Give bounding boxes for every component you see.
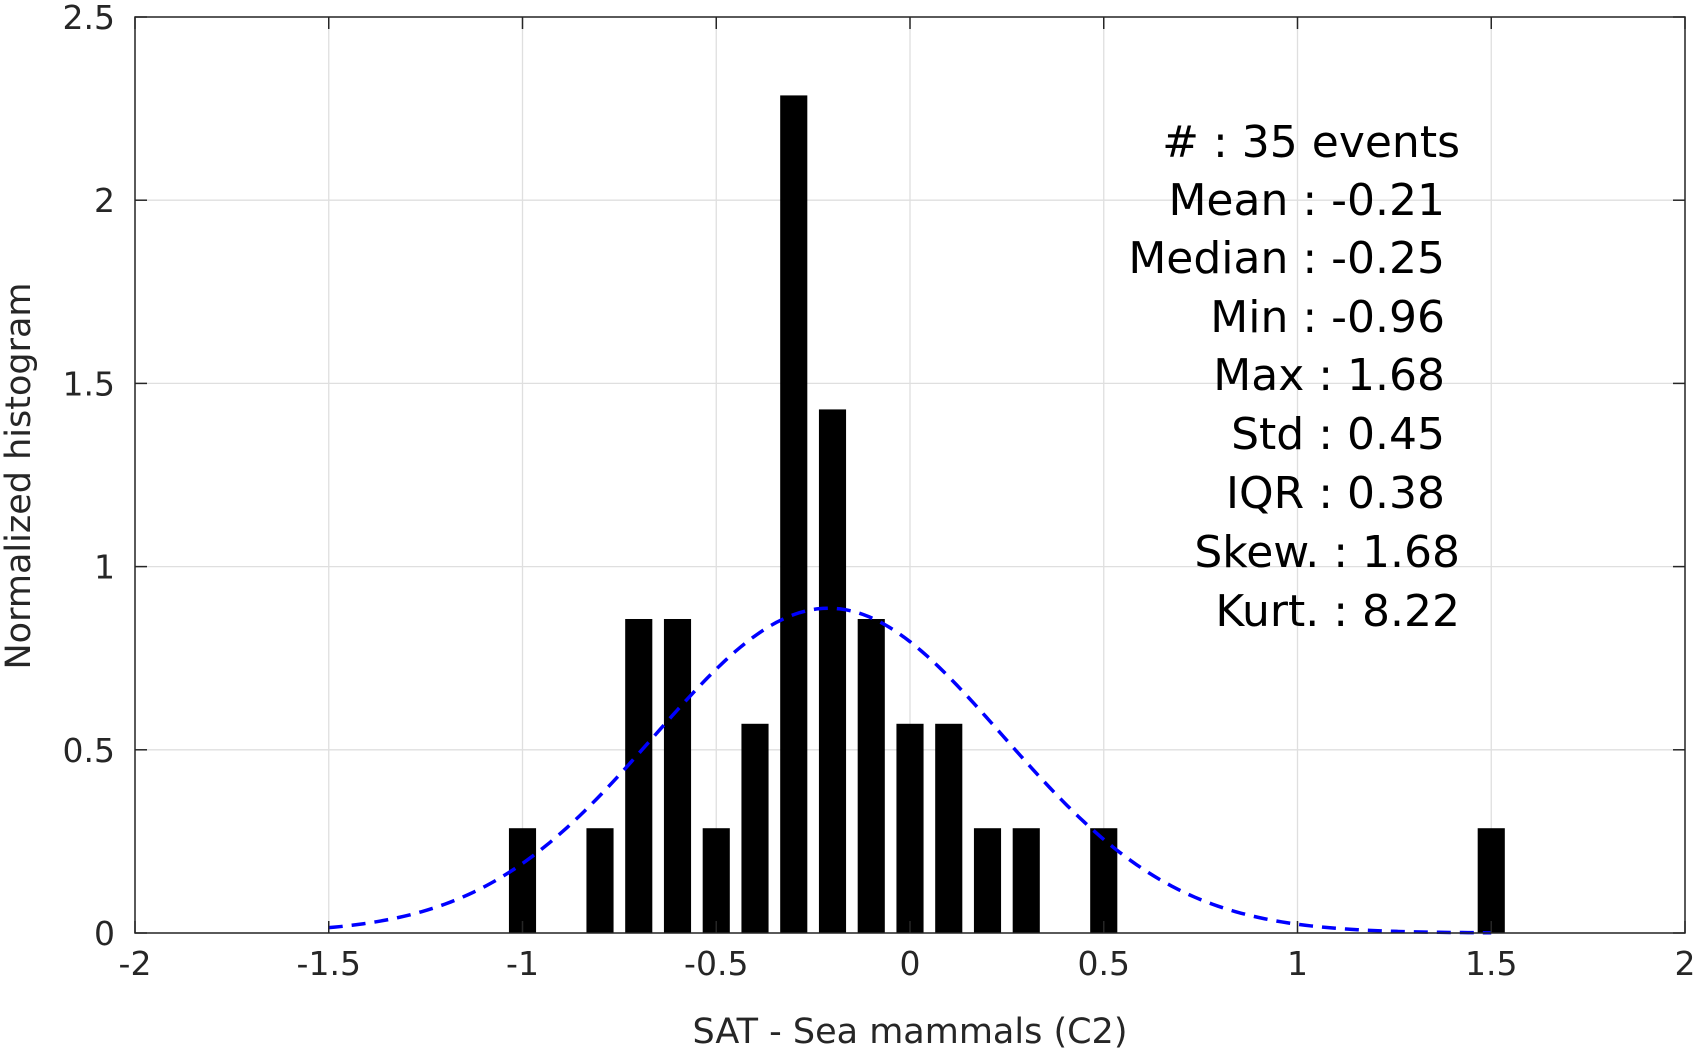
histogram-bar	[702, 828, 730, 933]
x-tick-label: 2	[1675, 944, 1696, 983]
histogram-bar	[818, 409, 847, 933]
stats-std: Std : 0.45	[1231, 409, 1445, 460]
histogram-bar	[741, 723, 769, 933]
axis-ticks	[134, 16, 1686, 934]
y-tick-label: 0	[94, 914, 115, 953]
histogram-bars	[508, 95, 1505, 933]
x-tick-label: -0.5	[684, 944, 748, 983]
histogram-bar	[857, 618, 885, 933]
y-tick-label: 1.5	[63, 364, 115, 403]
stats-box: # : 35 events Mean : -0.21 Median : -0.2…	[1128, 117, 1460, 637]
histogram-bar	[780, 95, 808, 933]
y-tick-label: 0.5	[63, 731, 115, 770]
histogram-bar	[625, 618, 653, 933]
histogram-bar	[935, 723, 963, 933]
histogram-bar	[1090, 828, 1118, 933]
histogram-bar	[1012, 828, 1040, 933]
x-tick-label: 0.5	[1078, 944, 1130, 983]
x-tick-label: 0	[900, 944, 921, 983]
gaussian-fit-curve	[328, 606, 1492, 935]
histogram-bar	[586, 828, 614, 933]
x-tick-label: -1	[506, 944, 539, 983]
histogram-bar	[896, 723, 924, 933]
x-axis-label: SAT - Sea mammals (C2)	[693, 1012, 1128, 1052]
histogram-bar	[663, 618, 692, 933]
histogram-bar	[973, 828, 1002, 933]
x-tick-labels: -2 -1.5 -1 -0.5 0 0.5 1 1.5 2	[119, 944, 1696, 983]
stats-iqr: IQR : 0.38	[1226, 468, 1445, 519]
x-tick-label: 1.5	[1465, 944, 1517, 983]
histogram-bar	[1477, 828, 1505, 933]
stats-count: # : 35 events	[1162, 117, 1460, 168]
histogram-bar	[508, 828, 537, 933]
y-tick-label: 2	[94, 181, 115, 220]
y-tick-label: 2.5	[63, 0, 115, 37]
y-tick-label: 1	[94, 548, 115, 587]
stats-min: Min : -0.96	[1210, 292, 1445, 343]
stats-kurt: Kurt. : 8.22	[1215, 586, 1460, 637]
stats-mean: Mean : -0.21	[1168, 175, 1445, 226]
y-tick-labels: 0 0.5 1 1.5 2 2.5	[63, 0, 115, 953]
x-tick-label: -1.5	[297, 944, 361, 983]
stats-skew: Skew. : 1.68	[1194, 527, 1460, 578]
y-axis-label: Normalized histogram	[0, 282, 39, 669]
stats-max: Max : 1.68	[1213, 350, 1445, 401]
x-tick-label: 1	[1287, 944, 1308, 983]
x-tick-label: -2	[119, 944, 152, 983]
stats-median: Median : -0.25	[1128, 233, 1445, 284]
